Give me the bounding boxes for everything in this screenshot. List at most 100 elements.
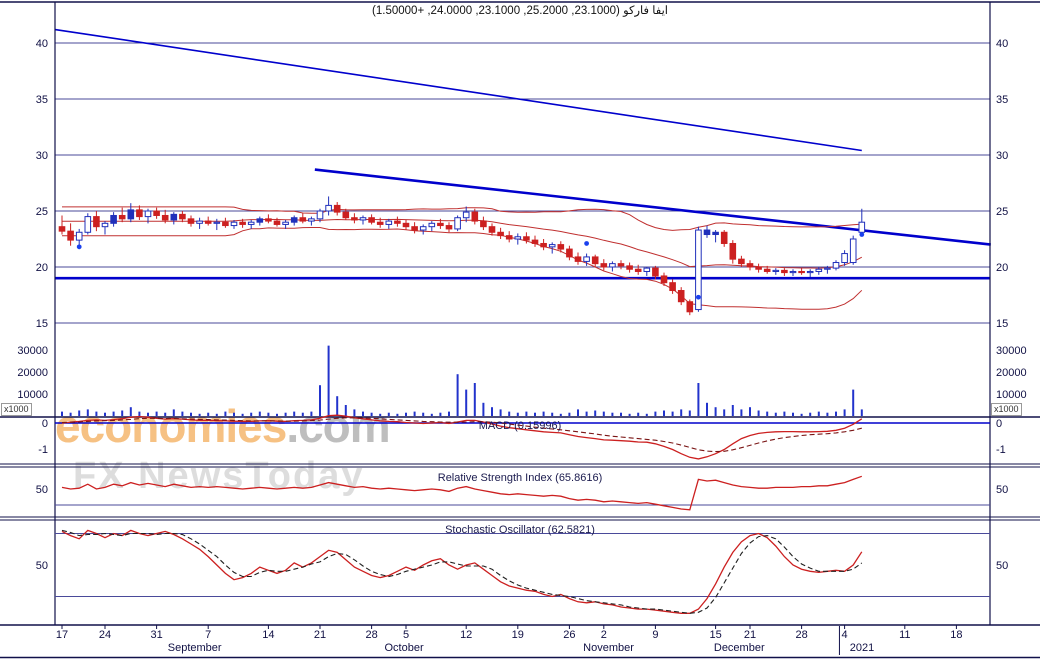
rsi-panel-label: Relative Strength Index (65.8616) xyxy=(437,472,603,484)
macd-panel-label: MACD (0.15996) xyxy=(478,420,562,432)
candle-body xyxy=(746,263,754,268)
stoch-axis-label-right: 50 xyxy=(996,560,1008,572)
candle-body xyxy=(815,268,823,272)
candle-body xyxy=(712,231,719,236)
candle-body xyxy=(643,267,651,272)
candle-body xyxy=(230,221,238,227)
candle-body xyxy=(213,221,221,224)
x-axis-label: 28 xyxy=(795,629,807,641)
x-axis-label: 14 xyxy=(262,629,274,641)
x-axis-label: 17 xyxy=(56,629,68,641)
candle-body xyxy=(488,226,496,233)
macd-axis-label-left: 0 xyxy=(42,418,48,430)
trendline xyxy=(314,168,991,246)
x-axis-label: 7 xyxy=(205,629,211,641)
rsi-axis-label-left: 50 xyxy=(36,484,48,496)
candle-body xyxy=(497,231,504,237)
signal-dot xyxy=(859,232,865,237)
chart-title: ايفا فاركو (23.1000, 25.2000, 23.1000, 2… xyxy=(0,3,1040,17)
candle-body xyxy=(93,216,100,228)
price-axis-label-right: 30 xyxy=(996,150,1008,162)
candle-body xyxy=(574,256,582,262)
price-axis-label-right: 20 xyxy=(996,262,1008,274)
candle-body xyxy=(110,214,117,224)
trendline xyxy=(55,28,862,152)
candle-body xyxy=(832,262,840,269)
candle-body xyxy=(127,209,135,220)
ohlc-readout: (23.1000, 25.2000, 23.1000, 24.0000, +1.… xyxy=(372,5,620,17)
x-axis-label: 12 xyxy=(460,629,472,641)
candle-body xyxy=(239,221,246,225)
candle-body xyxy=(445,225,453,230)
candle-body xyxy=(351,217,358,221)
candle-body xyxy=(144,210,152,218)
x-axis-label: 31 xyxy=(150,629,162,641)
volume-unit-label-left: x1000 xyxy=(1,403,32,416)
candle-body xyxy=(686,301,694,313)
candle-body xyxy=(161,214,169,221)
candle-body xyxy=(256,218,264,223)
macd-axis-label-left: -1 xyxy=(38,444,48,456)
candle-body xyxy=(695,229,702,311)
price-axis-label-left: 15 xyxy=(36,318,48,330)
candle-body xyxy=(187,218,195,224)
candle-body xyxy=(652,267,659,277)
x-axis-label: 18 xyxy=(950,629,962,641)
candle-body xyxy=(222,221,229,227)
candle-body xyxy=(703,229,711,236)
candle-body xyxy=(634,268,642,272)
candle-body xyxy=(67,230,74,241)
candle-body xyxy=(454,217,461,230)
watermark-domain: .com xyxy=(286,400,390,452)
volume-axis-label-right: 30000 xyxy=(996,345,1027,357)
candle-body xyxy=(437,222,444,227)
candle-body xyxy=(480,220,487,228)
candle-body xyxy=(557,244,565,250)
signal-dot xyxy=(696,294,701,300)
candle-body xyxy=(626,265,633,270)
volume-axis-label-left: 10000 xyxy=(17,389,48,401)
candle-body xyxy=(566,248,573,258)
candle-body xyxy=(402,222,410,228)
candle-body xyxy=(325,204,332,212)
candle-body xyxy=(617,263,625,267)
candle-body xyxy=(540,242,547,248)
candle-body xyxy=(299,217,307,222)
watermark-brand: economies xyxy=(55,400,287,452)
candle-body xyxy=(505,235,513,240)
candle-body xyxy=(789,270,797,274)
candle-body xyxy=(419,226,427,231)
candle-body xyxy=(376,221,384,225)
watermark-tagline: FX NewsToday xyxy=(73,455,365,497)
price-axis-label-right: 25 xyxy=(996,206,1008,218)
month-label: December xyxy=(714,642,765,654)
watermark-logo: economies.com xyxy=(55,399,391,453)
month-label: September xyxy=(168,642,222,654)
volume-axis-label-right: 20000 xyxy=(996,367,1027,379)
x-axis-label: 5 xyxy=(403,629,409,641)
candle-body xyxy=(411,226,418,231)
macd-axis-label-right: 0 xyxy=(996,418,1002,430)
candle-body xyxy=(308,218,315,222)
candle-body xyxy=(609,263,616,268)
signal-dot xyxy=(584,241,589,246)
volume-axis-label-left: 20000 xyxy=(17,367,48,379)
candle-body xyxy=(531,239,539,244)
macd-signal-line xyxy=(61,417,862,453)
security-name: ايفا فاركو xyxy=(623,5,668,17)
price-axis-label-left: 25 xyxy=(36,206,48,218)
x-axis-label: 9 xyxy=(652,629,658,641)
candle-body xyxy=(781,269,788,274)
candle-body xyxy=(359,217,367,221)
candle-body xyxy=(75,231,83,241)
x-axis-label: 2 xyxy=(601,629,607,641)
macd-axis-label-right: -1 xyxy=(996,444,1006,456)
candle-body xyxy=(101,222,109,228)
candle-body xyxy=(806,270,814,274)
candle-body xyxy=(265,218,272,222)
price-axis-label-left: 30 xyxy=(36,150,48,162)
volume-axis-label-right: 10000 xyxy=(996,389,1027,401)
candle-body xyxy=(772,269,780,272)
candle-body xyxy=(204,220,212,224)
